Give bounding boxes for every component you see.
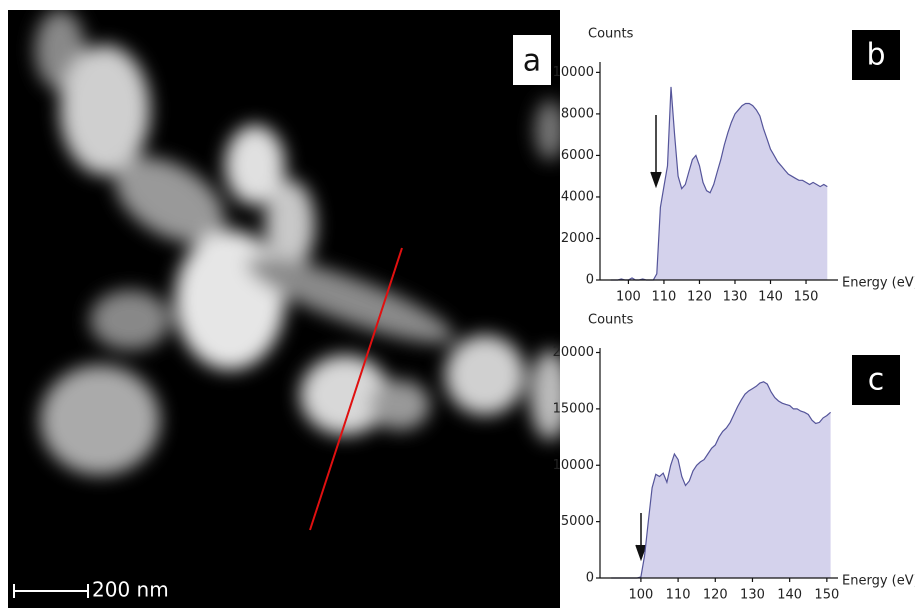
y-tick-label: 10000 (553, 458, 594, 473)
panel-label: b (866, 38, 885, 73)
x-tick-label: 140 (777, 588, 802, 603)
area (611, 381, 831, 578)
x-tick-label: 100 (628, 588, 653, 603)
arrows (635, 115, 662, 562)
y-tick-label: 0 (586, 571, 594, 586)
y-tick-label: 6000 (561, 148, 594, 163)
y-tick-label: 15000 (553, 401, 594, 416)
y-axis-label: Counts (588, 313, 634, 328)
y-axis-label: Counts (588, 27, 634, 42)
x-tick-label: 100 (616, 290, 641, 305)
x-tick-label: 110 (666, 588, 691, 603)
panel-label-box (852, 30, 900, 80)
panel-label-box (852, 355, 900, 405)
x-tick-label: 120 (687, 290, 712, 305)
panel-label: c (868, 363, 885, 398)
x-axis-label: Energy (eV) (842, 574, 915, 589)
scale-bar-label: 200 nm (92, 578, 169, 602)
y-tick-label: 5000 (561, 514, 594, 529)
y-tick-label: 10000 (553, 65, 594, 80)
y-tick-label: 20000 (553, 345, 594, 360)
y-tick-label: 4000 (561, 189, 594, 204)
x-tick-label: 110 (652, 290, 677, 305)
panel-label: a (523, 44, 541, 79)
x-tick-label: 150 (794, 290, 819, 305)
line (611, 381, 831, 579)
x-tick-label: 150 (814, 588, 839, 603)
x-tick-label: 140 (758, 290, 783, 305)
y-tick-label: 8000 (561, 106, 594, 121)
area (610, 86, 828, 281)
y-tick-label: 2000 (561, 231, 594, 246)
y-tick-label: 0 (586, 273, 594, 288)
x-tick-label: 120 (703, 588, 728, 603)
micrograph: a 200 nm (8, 10, 560, 608)
x-tick-label: 130 (740, 588, 765, 603)
x-tick-label: 130 (723, 290, 748, 305)
x-axis-label: Energy (eV) (842, 276, 915, 291)
